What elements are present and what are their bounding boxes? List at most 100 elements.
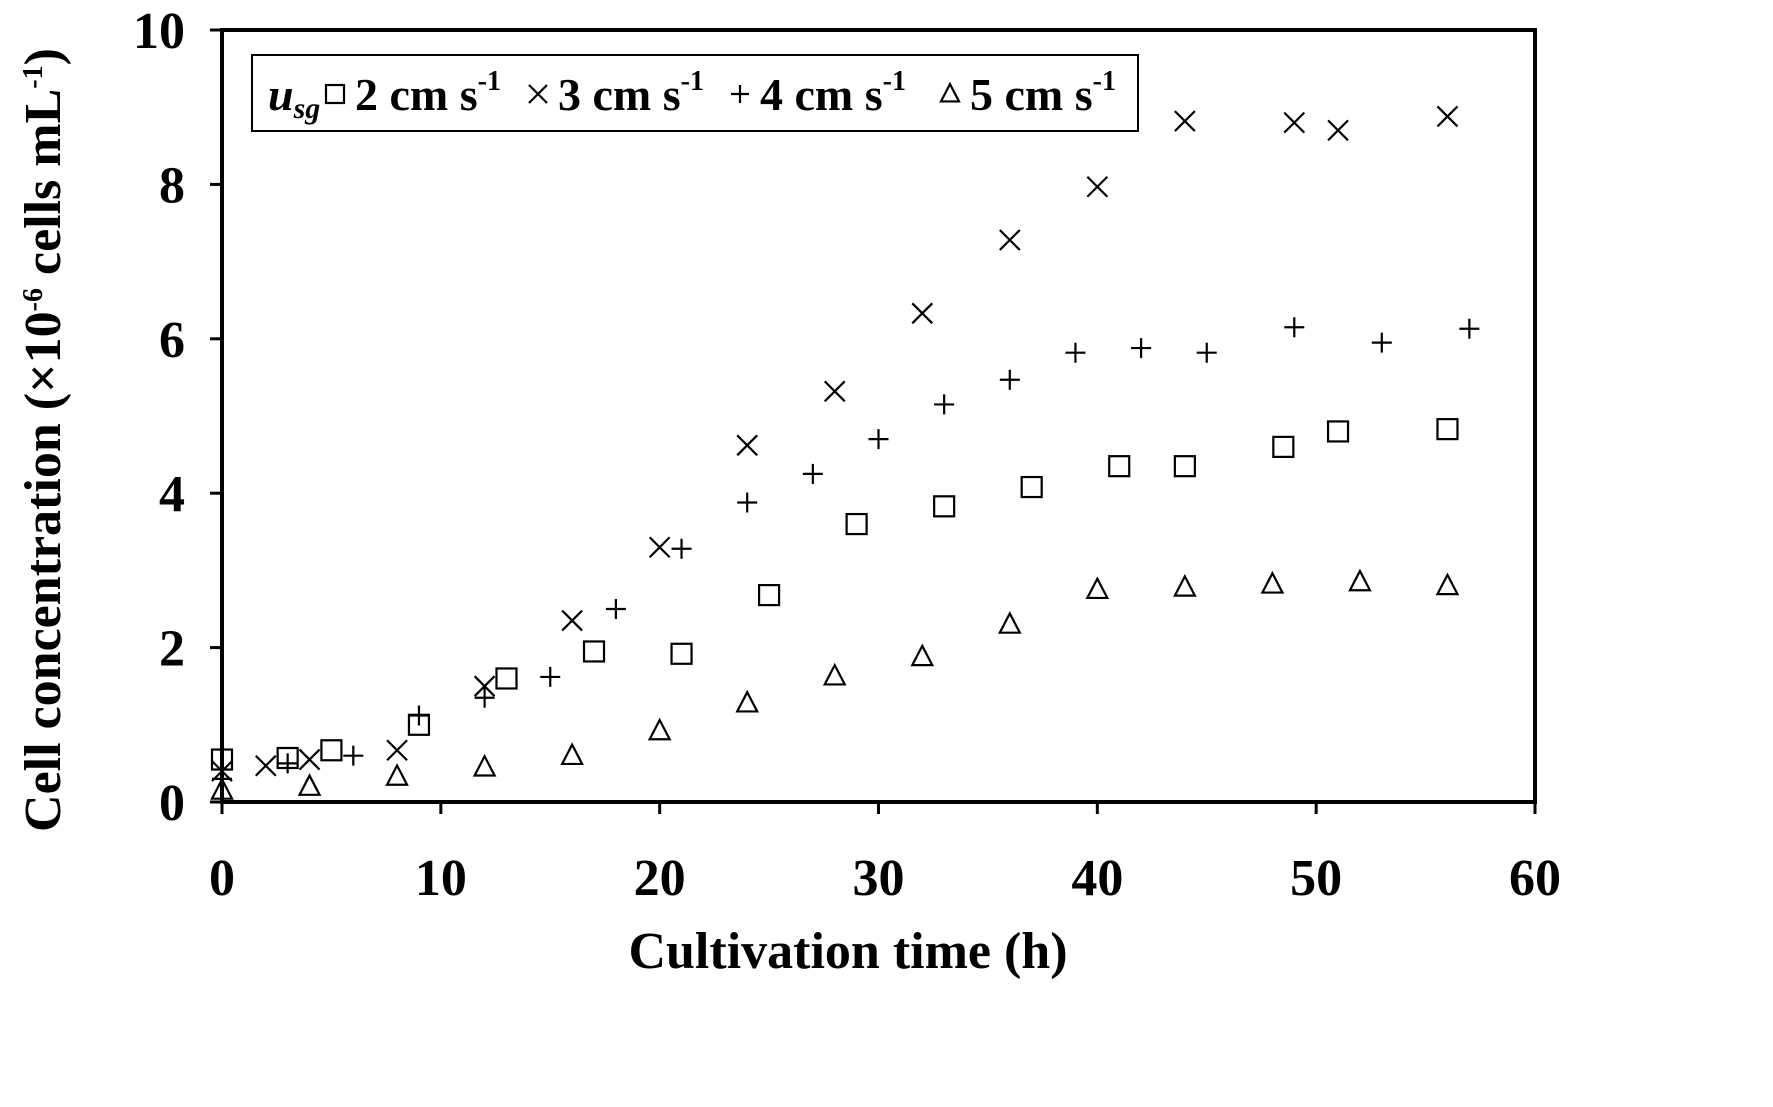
legend-label-exp: -1 [883,66,906,97]
data-point-square [845,512,868,536]
legend-box [251,54,1139,132]
data-point-plus [934,394,955,415]
data-point-x [736,434,758,457]
legend-marker-x [528,84,548,104]
legend-marker-square [324,83,346,105]
data-point-plus [408,705,429,726]
data-point-x [298,748,321,771]
data-point-plus [277,753,298,774]
data-point-plus [802,463,823,484]
y-axis-title: Cell concentration (×10-6 cells mL-1) [15,48,72,832]
data-point-triangle [1260,570,1285,594]
legend-label: 2 cm s-1 [355,66,501,120]
data-point-plus [671,538,692,559]
x-tick-label: 30 [853,850,905,907]
y-axis-title-base: Cell concentration (×10 [15,311,72,832]
data-point-x [999,229,1021,251]
data-point-x [1327,119,1349,142]
data-point-square [670,642,693,665]
plot-frame [220,28,1537,804]
data-point-x [1436,105,1459,128]
data-points [210,105,1480,800]
legend-prefix-main: u [268,69,294,120]
data-point-plus [605,599,626,619]
data-point-x [648,536,671,559]
legend: usg 2 cm s-1 3 cm s-1 4 cm s-1 5 cm s-1 [251,54,1139,132]
y-axis-title-end: ) [15,48,72,65]
data-point-square [1436,418,1459,441]
x-tick-label: 0 [209,850,235,907]
legend-entry: 3 cm s-1 [528,66,704,120]
legend-prefix-sub: sg [293,92,321,125]
axis-ticks [210,28,1537,814]
data-point-triangle [560,742,584,766]
data-point-square [1020,475,1043,499]
y-axis-title-exp: -6 [18,288,49,311]
data-point-x [823,380,846,403]
legend-label-exp: -1 [681,66,704,97]
x-tick-label: 50 [1290,850,1342,907]
data-point-plus [1065,342,1086,363]
data-point-triangle [210,777,234,800]
y-tick-label: 0 [159,775,185,832]
data-point-triangle [910,643,935,667]
data-point-triangle [1085,576,1110,600]
data-point-x [386,739,408,762]
y-axis-title-mid: cells mL [15,89,72,288]
data-point-square [1272,435,1295,458]
y-axis-title-exp2: -1 [18,65,49,88]
data-point-triangle [822,662,847,686]
data-point-plus [343,745,364,766]
x-tick-label: 60 [1509,850,1561,907]
legend-label-text: 3 cm s [558,69,681,120]
data-point-square [1326,420,1350,443]
y-tick-label: 2 [159,621,185,678]
y-tick-label: 8 [159,157,185,214]
data-point-square [320,739,343,762]
data-point-x [254,754,277,777]
data-point-square [1108,455,1131,478]
data-point-triangle [1173,573,1197,597]
y-tick-label: 6 [159,312,185,369]
data-point-triangle [1348,568,1372,592]
legend-entry: 5 cm s-1 [939,66,1116,120]
y-tick-label: 4 [159,466,185,523]
legend-label: 5 cm s-1 [970,66,1116,120]
data-point-x [473,675,496,697]
x-axis-title: Cultivation time (h) [628,923,1067,980]
data-point-plus [999,369,1020,390]
data-point-square [757,584,781,607]
x-tick-label: 20 [634,850,686,907]
x-tick-label: 10 [415,850,467,907]
data-point-square [1173,455,1196,478]
data-point-triangle [647,717,672,741]
x-tick-label: 40 [1071,850,1123,907]
legend-marker-plus [731,85,749,103]
legend-label-text: 2 cm s [355,69,478,120]
data-point-square [933,495,956,518]
data-point-plus [1459,318,1480,339]
legend-entry: 2 cm s-1 [324,66,501,120]
legend-marker-triangle [939,81,961,103]
legend-label: 3 cm s-1 [558,66,704,120]
y-tick-labels: 0 2 4 6 8 10 [133,3,185,832]
data-point-plus [1131,338,1152,359]
legend-label-exp: -1 [1093,66,1116,97]
x-tick-labels: 0 10 20 30 40 50 60 [209,850,1561,907]
legend-label-exp: -1 [478,66,501,97]
data-point-triangle [297,773,322,796]
data-point-x [1174,110,1196,132]
legend-entry: 4 cm s-1 [731,66,906,120]
legend-label: 4 cm s-1 [760,66,906,120]
data-point-plus [737,492,758,513]
legend-label-text: 5 cm s [970,69,1093,120]
legend-entries: 2 cm s-1 3 cm s-1 4 cm s-1 5 cm s-1 [324,66,1116,120]
data-point-x [1086,175,1109,198]
legend-prefix: usg [268,69,320,125]
data-point-square [495,667,518,690]
data-point-triangle [735,689,760,713]
data-point-plus [1196,342,1217,363]
data-point-plus [868,429,889,450]
data-point-triangle [472,753,497,777]
